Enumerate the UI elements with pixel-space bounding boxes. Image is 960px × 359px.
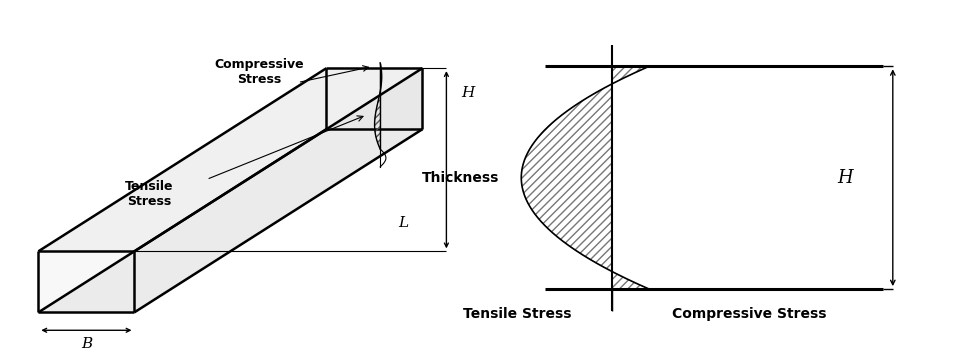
Text: H: H bbox=[461, 87, 474, 100]
Text: Tensile Stress: Tensile Stress bbox=[463, 307, 571, 321]
Text: L: L bbox=[398, 216, 409, 229]
Text: B: B bbox=[81, 337, 92, 351]
Text: Tensile
Stress: Tensile Stress bbox=[125, 180, 173, 208]
Polygon shape bbox=[38, 251, 134, 312]
Text: Compressive Stress: Compressive Stress bbox=[672, 307, 827, 321]
Text: Compressive
Stress: Compressive Stress bbox=[214, 58, 304, 86]
Polygon shape bbox=[38, 129, 422, 312]
Polygon shape bbox=[134, 68, 422, 312]
Text: Thickness: Thickness bbox=[421, 171, 499, 185]
Polygon shape bbox=[38, 68, 422, 251]
Text: H: H bbox=[837, 169, 852, 187]
